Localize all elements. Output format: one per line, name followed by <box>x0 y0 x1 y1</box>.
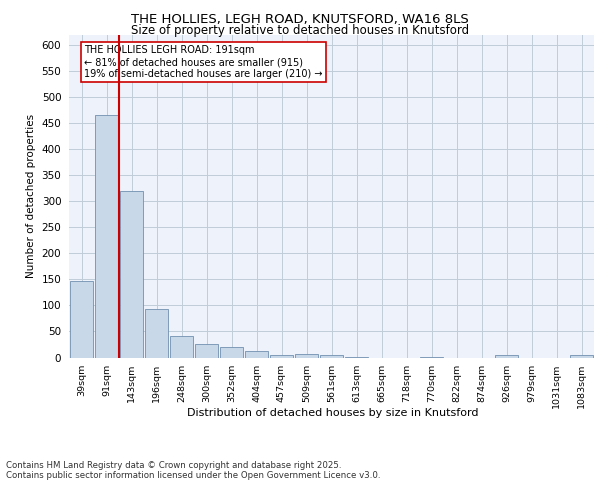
Text: Distribution of detached houses by size in Knutsford: Distribution of detached houses by size … <box>187 408 479 418</box>
Bar <box>320 355 343 358</box>
Bar <box>145 309 169 358</box>
Bar <box>194 344 218 358</box>
Text: Size of property relative to detached houses in Knutsford: Size of property relative to detached ho… <box>131 24 469 37</box>
Text: Contains public sector information licensed under the Open Government Licence v3: Contains public sector information licen… <box>6 471 380 480</box>
Bar <box>344 357 368 358</box>
Bar <box>119 191 143 358</box>
Bar <box>245 352 268 358</box>
Y-axis label: Number of detached properties: Number of detached properties <box>26 114 36 278</box>
Text: Contains HM Land Registry data © Crown copyright and database right 2025.: Contains HM Land Registry data © Crown c… <box>6 461 341 470</box>
Text: THE HOLLIES, LEGH ROAD, KNUTSFORD, WA16 8LS: THE HOLLIES, LEGH ROAD, KNUTSFORD, WA16 … <box>131 12 469 26</box>
Bar <box>494 356 518 358</box>
Bar <box>95 115 118 358</box>
Bar <box>170 336 193 357</box>
Bar <box>295 354 319 358</box>
Bar <box>220 346 244 358</box>
Bar <box>419 357 443 358</box>
Bar <box>269 355 293 358</box>
Bar <box>70 280 94 357</box>
Bar <box>569 355 593 358</box>
Text: THE HOLLIES LEGH ROAD: 191sqm
← 81% of detached houses are smaller (915)
19% of : THE HOLLIES LEGH ROAD: 191sqm ← 81% of d… <box>84 46 323 78</box>
